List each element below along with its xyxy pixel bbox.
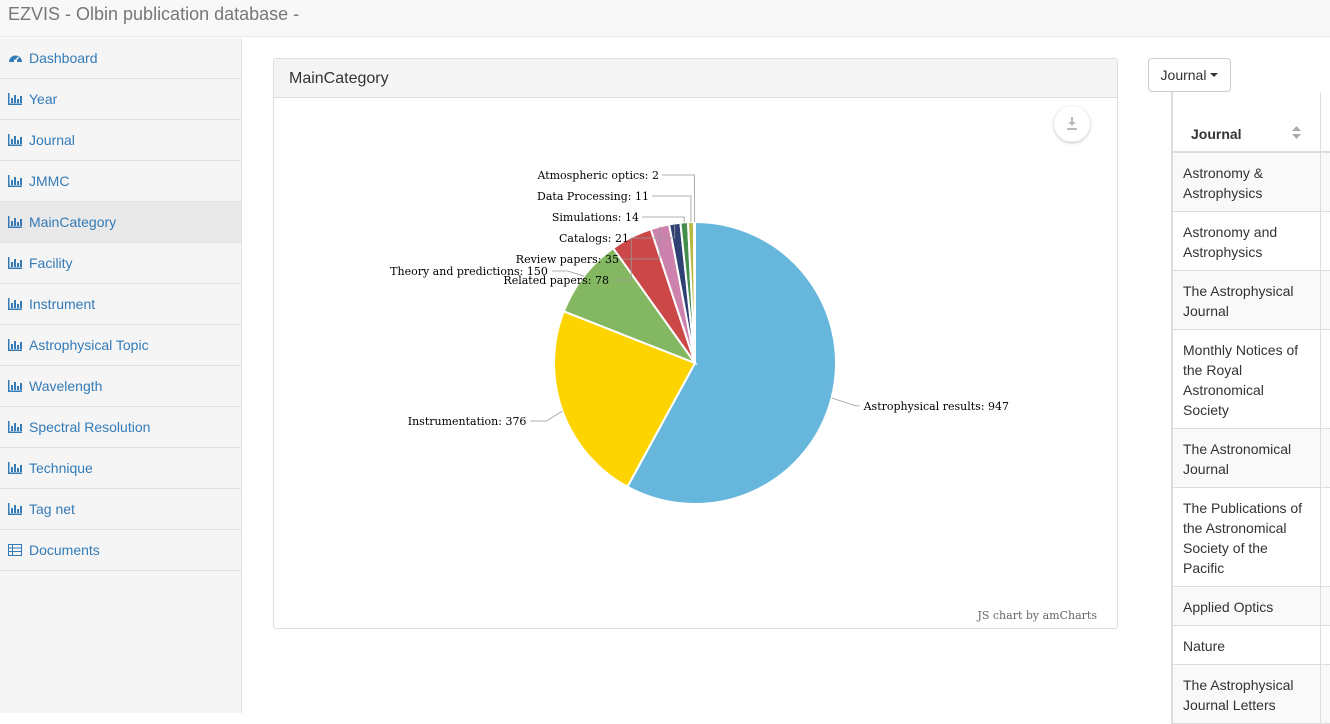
sidebar-item-tag-net[interactable]: Tag net (0, 489, 241, 530)
sidebar-item-dashboard[interactable]: Dashboard (0, 38, 241, 79)
download-icon (1067, 117, 1077, 130)
journal-cell: Nature (1183, 638, 1226, 654)
label-line (831, 397, 860, 407)
journal-cell: The Astrophysical Journal Letters (1183, 677, 1294, 713)
table-row[interactable]: Applied Optics (1173, 587, 1330, 626)
export-button[interactable] (1054, 106, 1090, 142)
sidebar-item-label: Dashboard (29, 50, 98, 66)
label-line (642, 216, 685, 223)
dropdown-label: Journal (1160, 67, 1207, 83)
table-row[interactable]: Astronomy and Astrophysics (1173, 212, 1330, 271)
sidebar-item-label: Astrophysical Topic (29, 337, 149, 353)
app-title[interactable]: EZVIS - Olbin publication database - (8, 4, 300, 24)
table-row[interactable]: The Astrophysical Journal (1173, 271, 1330, 330)
label-line (652, 195, 692, 223)
slice-label: Instrumentation: 376 (408, 415, 527, 428)
journal-cell: Monthly Notices of the Royal Astronomica… (1183, 342, 1299, 418)
journal-table-body: Astronomy & Astrophysics Astronomy and As… (1173, 153, 1330, 724)
journal-cell: The Publications of the Astronomical Soc… (1183, 500, 1303, 576)
panel-title: MainCategory (274, 59, 1117, 98)
chart-credit[interactable]: JS chart by amCharts (977, 609, 1097, 622)
sidebar: Dashboard Year Journal JMMC MainCategory Faci… (0, 38, 242, 713)
column-header-label: Journal (1191, 126, 1242, 142)
sidebar-item-label: JMMC (29, 173, 70, 189)
maincategory-panel: MainCategory Astrophysical results: 947 I… (273, 58, 1118, 629)
pie-slice-atmospheric-optics[interactable] (692, 220, 696, 364)
table-icon (8, 544, 22, 556)
sidebar-item-instrument[interactable]: Instrument (0, 284, 241, 325)
bar-chart-icon (8, 380, 22, 392)
sidebar-item-label: Wavelength (29, 378, 103, 394)
bar-chart-icon (8, 257, 22, 269)
sidebar-item-year[interactable]: Year (0, 79, 241, 120)
slice-label: Simulations: 14 (552, 211, 639, 224)
label-line (662, 174, 695, 223)
table-row[interactable]: The Publications of the Astronomical Soc… (1173, 488, 1330, 587)
table-row[interactable]: Nature (1173, 626, 1330, 665)
sidebar-item-maincategory[interactable]: MainCategory (0, 202, 241, 243)
bar-chart-icon (8, 339, 22, 351)
bar-chart-icon (8, 298, 22, 310)
journal-dropdown-button[interactable]: Journal (1148, 58, 1231, 92)
sidebar-item-label: Technique (29, 460, 93, 476)
label-line (632, 223, 676, 239)
top-navbar: EZVIS - Olbin publication database - (0, 0, 1330, 37)
sidebar-item-documents[interactable]: Documents (0, 530, 241, 571)
sidebar-item-label: Spectral Resolution (29, 419, 151, 435)
sidebar-item-technique[interactable]: Technique (0, 448, 241, 489)
sidebar-item-label: Instrument (29, 296, 96, 312)
caret-down-icon (1210, 73, 1219, 77)
label-line (612, 237, 632, 281)
slice-label: Astrophysical results: 947 (863, 400, 1009, 413)
bar-chart-icon (8, 216, 22, 228)
pie-slice-instrumentation[interactable] (553, 310, 697, 489)
slice-label: Review papers: 35 (516, 253, 619, 266)
pie-slice-theory-and-predictions[interactable] (562, 246, 698, 366)
journal-column-header[interactable]: Journal (1173, 92, 1330, 153)
label-line (530, 410, 563, 422)
journal-cell: The Astronomical Journal (1183, 441, 1292, 477)
pie-slice-astrophysical-results[interactable] (626, 220, 837, 505)
sidebar-item-facility[interactable]: Facility (0, 243, 241, 284)
journal-cell: Astronomy & Astrophysics (1183, 165, 1264, 201)
bar-chart-icon (8, 462, 22, 474)
label-line (622, 226, 661, 260)
bar-chart-icon (8, 503, 22, 515)
sidebar-item-label: MainCategory (29, 214, 117, 230)
sidebar-item-label: Facility (29, 255, 73, 271)
sidebar-item-wavelength[interactable]: Wavelength (0, 366, 241, 407)
journal-cell: The Astrophysical Journal (1183, 283, 1294, 319)
sidebar-item-label: Documents (29, 542, 100, 558)
pie-chart-svg: Astrophysical results: 947 Instrumentatio… (390, 169, 1009, 505)
table-row[interactable]: Astronomy & Astrophysics (1173, 153, 1330, 212)
sidebar-item-label: Year (29, 91, 58, 107)
bar-chart-icon (8, 175, 22, 187)
bar-chart-icon (8, 93, 22, 105)
slice-label: Catalogs: 21 (559, 232, 629, 245)
journal-cell: Astronomy and Astrophysics (1183, 224, 1278, 260)
table-row[interactable]: The Astronomical Journal (1173, 429, 1330, 488)
sidebar-menu: Dashboard Year Journal JMMC MainCategory Faci… (0, 38, 241, 571)
sidebar-item-jmmc[interactable]: JMMC (0, 161, 241, 202)
bar-chart-icon (8, 134, 22, 146)
sort-icon (1292, 126, 1301, 139)
slice-label: Theory and predictions: 150 (390, 265, 548, 278)
dashboard-icon (9, 55, 22, 63)
sidebar-item-label: Journal (29, 132, 75, 148)
sidebar-item-journal[interactable]: Journal (0, 120, 241, 161)
journal-cell: Applied Optics (1183, 599, 1274, 615)
table-row[interactable]: Monthly Notices of the Royal Astronomica… (1173, 330, 1330, 429)
bar-chart-icon (8, 421, 22, 433)
journal-table: Journal Astronomy & Astrophysics Astronom… (1171, 92, 1330, 724)
slice-label: Atmospheric optics: 2 (536, 169, 659, 182)
slice-label: Data Processing: 11 (537, 190, 649, 203)
label-line (551, 270, 585, 277)
sidebar-item-astrophysical-topic[interactable]: Astrophysical Topic (0, 325, 241, 366)
slice-label: Related papers: 78 (503, 274, 609, 287)
sidebar-item-spectral-resolution[interactable]: Spectral Resolution (0, 407, 241, 448)
table-row[interactable]: The Astrophysical Journal Letters (1173, 665, 1330, 724)
pie-chart: Astrophysical results: 947 Instrumentatio… (274, 98, 1117, 628)
sidebar-item-label: Tag net (29, 501, 75, 517)
